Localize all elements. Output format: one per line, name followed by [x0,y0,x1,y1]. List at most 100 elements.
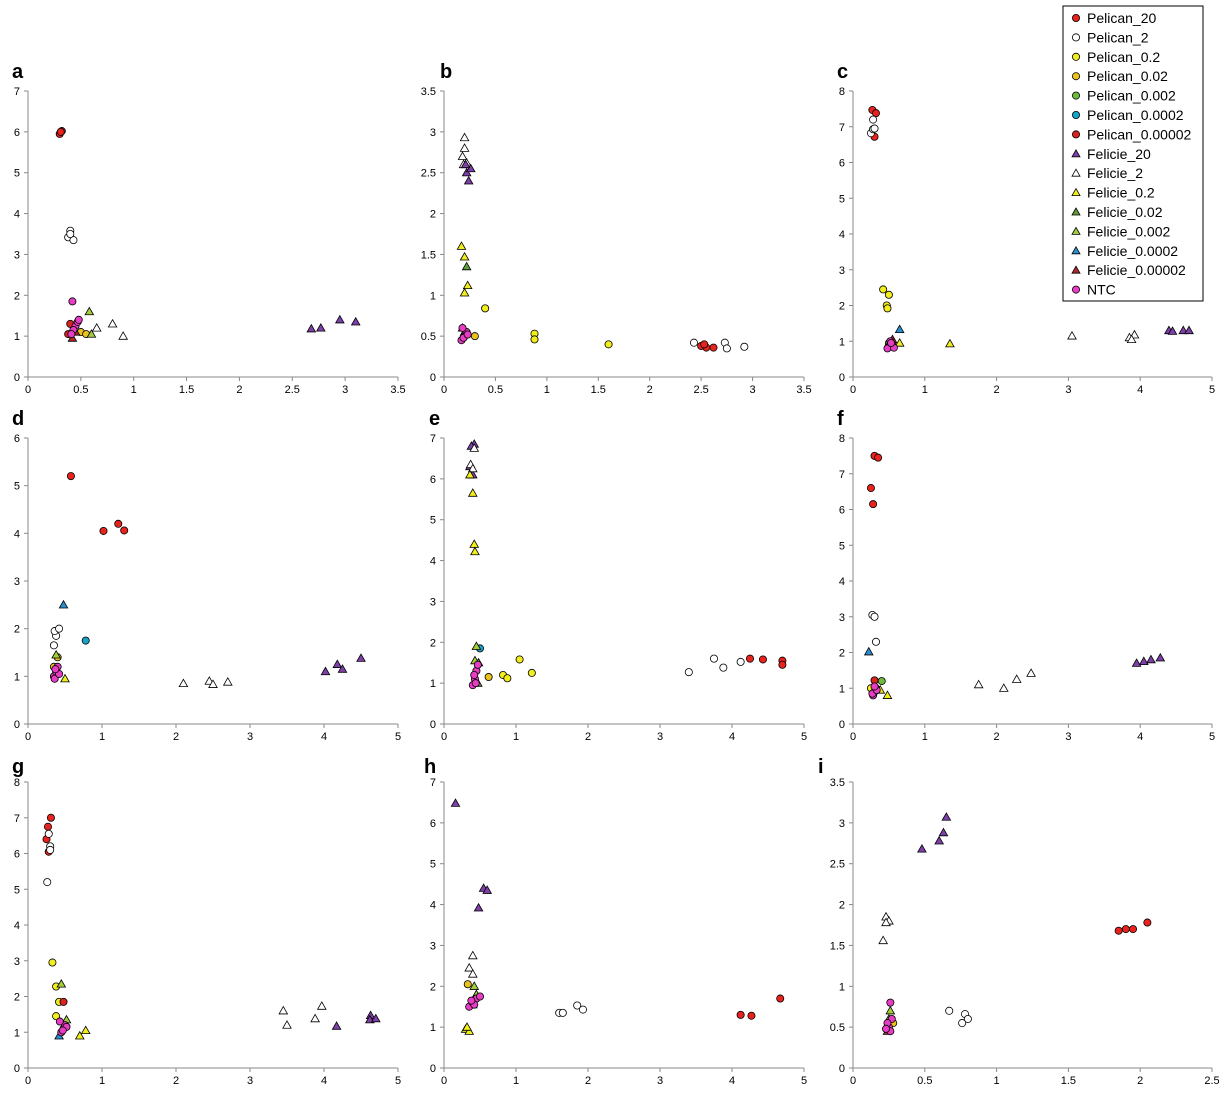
series-Pelican_20 [736,994,785,1020]
series-Felicie_0.0002 [894,324,905,334]
y-tick-label: 6 [14,127,20,139]
y-tick-label: 3 [14,249,20,261]
y-tick-label: 0.5 [421,331,436,343]
series-Felicie_20 [450,798,493,912]
data-point-Felicie_0.2 [462,280,473,290]
y-tick-label: 4 [839,229,845,241]
data-point-Pelican_2 [871,637,880,646]
data-point-Pelican_20 [871,109,880,118]
series-Felicie_0.2 [74,1025,91,1040]
data-point-Felicie_0.0002 [894,324,905,334]
legend-item: Pelican_0.02 [1072,68,1168,84]
y-tick-label: 1 [839,981,845,993]
series-NTC [67,297,83,339]
x-tick-label: 0 [850,1075,856,1087]
data-point-Felicie_0.2 [945,338,955,348]
panel-i: i 0 0.5 1 1.5 2 2.5 0 0.5 1 1.5 2 2.5 3 3.5 [818,756,1220,1087]
y-tick-label: 1 [430,1022,436,1034]
x-tick-label: 1 [131,384,137,396]
legend-item: Felicie_0.002 [1071,223,1170,239]
data-point-Felicie_20 [306,323,317,333]
data-point-Pelican_20 [114,519,123,528]
y-tick-label: 4 [14,920,20,932]
y-tick-label: 5 [430,515,436,527]
data-point-NTC [458,323,467,332]
legend-item: Felicie_0.2 [1071,185,1155,201]
y-tick-label: 2.5 [421,168,436,180]
data-point-Felicie_20 [461,167,472,177]
data-point-Pelican_0.02 [484,673,493,682]
data-point-Felicie_2 [469,443,480,452]
data-point-Pelican_2 [689,338,698,347]
legend-label: Felicie_0.02 [1087,204,1163,220]
data-point-NTC [74,315,83,324]
x-tick-label: 0 [850,384,856,396]
x-tick-label: 0 [25,384,31,396]
data-point-Felicie_2 [118,331,129,340]
y-tick-label: 1 [14,1027,20,1039]
legend-item: Felicie_2 [1071,165,1143,181]
series-Felicie_0.02 [461,261,472,271]
data-point-Felicie_20 [460,159,471,169]
x-tick-label: 1.5 [591,384,606,396]
x-tick-label: 2 [585,1075,591,1087]
x-tick-label: 3 [247,731,253,743]
y-tick-label: 1.5 [421,249,436,261]
data-point-Felicie_2 [278,1005,289,1015]
data-point-Felicie_2 [1067,330,1077,340]
x-tick-label: 0 [441,731,447,743]
x-tick-label: 1 [922,731,928,743]
data-point-Pelican_20 [747,1011,756,1020]
data-point-Pelican_0.002 [877,677,886,686]
data-point-Pelican_0.2 [883,304,892,313]
legend-marker [1072,72,1081,81]
series-Felicie_20 [917,812,952,853]
data-point-Felicie_0.2 [465,469,475,479]
x-tick-label: 2 [1137,1075,1143,1087]
y-tick-label: 0 [839,1063,845,1075]
data-point-Pelican_0.2 [503,674,512,683]
data-point-Pelican_2 [719,663,728,672]
data-point-Pelican_2 [49,641,58,650]
panel-label: d [12,408,24,430]
data-point-Felicie_20 [332,659,343,668]
x-tick-label: 0 [25,1075,31,1087]
legend-marker [1071,168,1081,177]
y-tick-label: 7 [430,777,436,789]
legend-label: Pelican_0.0002 [1087,107,1184,123]
data-point-Pelican_20 [758,655,767,664]
legend-label: Felicie_0.2 [1087,185,1155,201]
legend-item: Pelican_0.0002 [1072,107,1184,123]
data-point-Pelican_20 [43,822,52,831]
legend-label: Felicie_2 [1087,165,1143,181]
x-tick-label: 2.5 [693,384,708,396]
data-point-Felicie_2 [459,132,470,142]
data-point-Pelican_2 [722,344,731,353]
x-tick-label: 3 [247,1075,253,1087]
data-point-Felicie_20 [1138,656,1149,665]
x-tick-label: 1 [544,384,550,396]
y-tick-label: 1 [430,678,436,690]
series-Pelican_2 [64,226,78,245]
series-Pelican_2 [868,610,880,646]
series-Pelican_0.02 [470,332,479,341]
y-tick-label: 3 [839,818,845,830]
data-point-NTC [886,998,895,1007]
y-tick-label: 0 [14,719,20,731]
data-point-Pelican_0.2 [527,668,536,677]
data-point-NTC [67,330,76,339]
y-tick-label: 3 [430,596,436,608]
data-point-Felicie_20 [1178,325,1189,335]
series-Pelican_0.00002 [59,997,68,1006]
data-point-Pelican_20 [1114,926,1123,935]
data-point-NTC [55,1017,64,1026]
y-tick-label: 6 [430,474,436,486]
data-point-Felicie_20 [315,322,326,332]
data-point-Felicie_0.2 [469,539,480,548]
data-point-Felicie_2 [107,318,118,328]
panel-f: f 0 1 2 3 4 5 0 1 2 3 4 5 6 7 8 [837,408,1215,743]
legend-label: Pelican_20 [1087,10,1156,26]
data-point-NTC [68,297,77,306]
data-point-Pelican_2 [963,1014,972,1023]
